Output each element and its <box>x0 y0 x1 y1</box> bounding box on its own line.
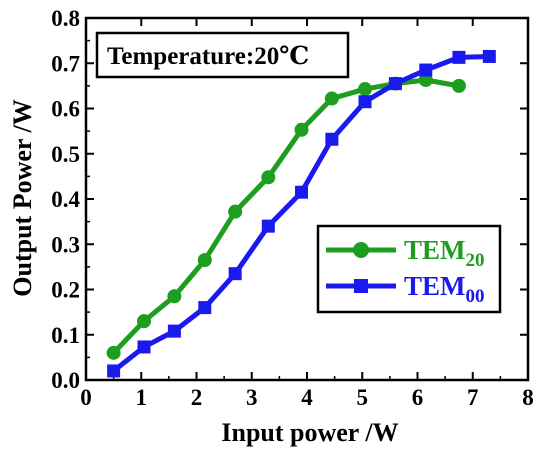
data-point <box>106 345 121 360</box>
data-point <box>228 204 243 219</box>
y-axis-title: Output Power /W <box>8 99 37 296</box>
data-point <box>482 49 496 63</box>
x-axis-title: Input power /W <box>221 418 398 447</box>
annotation-box: Temperature:20℃ <box>95 31 350 79</box>
y-tick-label: 0.7 <box>51 51 80 76</box>
x-tick-label: 7 <box>467 385 479 410</box>
x-tick-label: 8 <box>522 385 534 410</box>
series-line <box>112 53 490 373</box>
legend-marker <box>354 279 368 293</box>
data-point <box>419 63 433 77</box>
data-point <box>107 364 121 378</box>
data-point <box>294 122 309 137</box>
legend-item: TEM00 <box>326 271 485 307</box>
legend-label: TEM20 <box>404 235 485 271</box>
legend-item: TEM20 <box>326 235 485 271</box>
y-tick-label: 0.2 <box>51 278 80 303</box>
y-tick-label: 0.4 <box>51 187 80 212</box>
x-tick-label: 0 <box>80 385 92 410</box>
data-point <box>325 132 339 146</box>
y-tick-label: 0.5 <box>51 142 80 167</box>
legend-label-main: TEM <box>404 235 466 265</box>
x-tick-label: 4 <box>301 385 313 410</box>
series-00 <box>107 49 496 378</box>
annotation-text: Temperature:20℃ <box>107 43 309 70</box>
x-tick-label: 5 <box>357 385 369 410</box>
y-tick-label: 0.6 <box>51 97 80 122</box>
data-point <box>137 340 151 354</box>
legend-label-sub: 20 <box>466 250 485 271</box>
data-point <box>451 78 466 93</box>
axes: 0 1 2 3 4 5 6 7 8 0.0 0.1 0.2 0.3 0.4 0.5 0.6 0.7 0.8 <box>51 6 534 410</box>
data-point <box>137 314 152 329</box>
legend-label: TEM00 <box>404 271 485 307</box>
data-point <box>167 324 181 338</box>
legend-label-sub: 00 <box>466 286 485 307</box>
legend-marker <box>353 242 369 258</box>
y-tick-label: 0.1 <box>51 323 80 348</box>
y-tick-label: 0.3 <box>51 232 80 257</box>
x-tick-label: 2 <box>191 385 203 410</box>
data-point <box>294 185 308 199</box>
series-layer <box>106 49 496 378</box>
data-point <box>167 289 182 304</box>
annotation-frame <box>95 31 350 79</box>
data-point <box>228 267 242 281</box>
data-point <box>261 219 275 233</box>
data-point <box>197 253 212 268</box>
data-point <box>452 50 466 64</box>
data-point <box>358 95 372 109</box>
x-tick-label: 3 <box>246 385 258 410</box>
data-point <box>358 82 373 97</box>
series-20 <box>106 72 466 360</box>
data-point <box>198 301 212 315</box>
y-tick-label: 0.0 <box>51 368 80 393</box>
x-tick-label: 1 <box>136 385 148 410</box>
x-tick-label: 6 <box>412 385 424 410</box>
y-tick-label: 0.8 <box>51 6 80 31</box>
data-point <box>324 91 339 106</box>
legend-frame <box>316 224 502 314</box>
legend-label-main: TEM <box>404 271 466 301</box>
data-point <box>261 170 276 185</box>
data-point <box>388 77 402 91</box>
